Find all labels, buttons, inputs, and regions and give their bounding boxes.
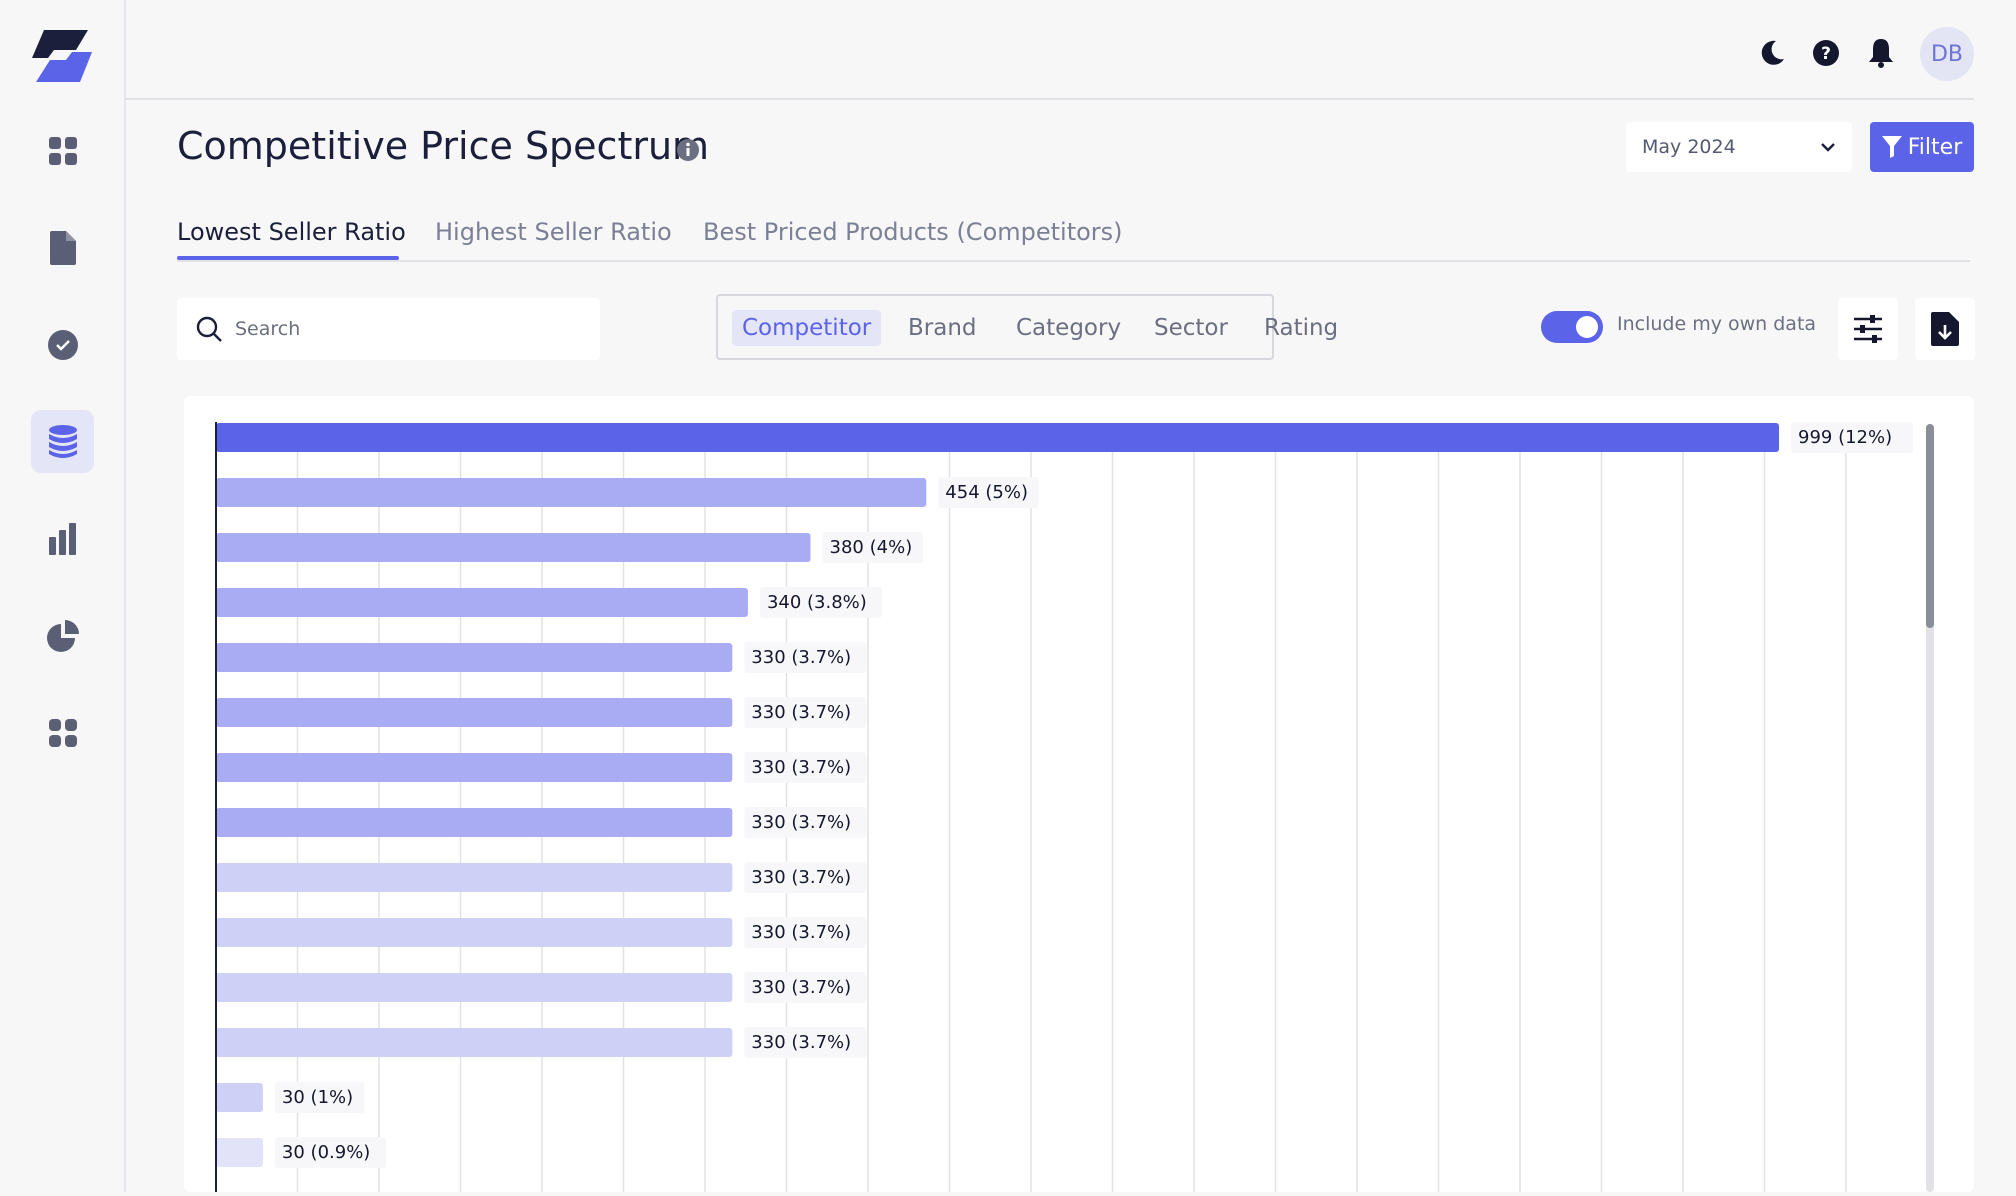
sidebar-item-dashboard[interactable] [31, 119, 94, 182]
search-box[interactable] [177, 298, 600, 360]
sidebar-item-reports[interactable] [31, 604, 94, 667]
export-button[interactable] [1915, 298, 1975, 360]
chart-bar[interactable] [216, 698, 733, 727]
data-label-background [744, 972, 867, 1003]
data-label: 330 (3.7%) [751, 922, 851, 943]
tab-highest-seller-ratio[interactable]: Highest Seller Ratio [435, 218, 672, 246]
active-tab-indicator [177, 256, 399, 260]
data-label-background [744, 1027, 867, 1058]
chart-bar[interactable] [216, 863, 733, 892]
segment-brand[interactable]: Brand [908, 315, 977, 341]
data-label: 340 (3.8%) [767, 592, 867, 613]
tab-best-priced-products[interactable]: Best Priced Products (Competitors) [703, 218, 1123, 246]
data-label: 380 (4%) [830, 537, 913, 558]
data-label-background [744, 642, 867, 673]
chart-scroll-thumb[interactable] [1926, 424, 1934, 628]
include-own-data-toggle[interactable] [1541, 311, 1603, 343]
data-label-background [822, 532, 923, 563]
data-label-background [1791, 422, 1913, 453]
grid-icon [48, 136, 77, 165]
filter-button-label: Filter [1907, 134, 1963, 160]
search-input[interactable] [233, 317, 577, 341]
data-label: 330 (3.7%) [751, 1032, 851, 1053]
bar-chart-icon [48, 522, 76, 555]
data-label: 454 (5%) [945, 482, 1028, 503]
sidebar-item-tasks[interactable] [31, 313, 94, 376]
data-label: 30 (0.9%) [282, 1142, 370, 1163]
chart-bar[interactable] [216, 1083, 263, 1112]
sidebar [0, 0, 126, 1192]
sliders-icon [1854, 315, 1882, 343]
bell-icon[interactable] [1864, 36, 1898, 70]
chart-bar[interactable] [216, 973, 733, 1002]
group-by-selector: Competitor Brand Category Sector Rating [716, 294, 1338, 360]
chevron-down-icon [1821, 143, 1835, 152]
chart-bar[interactable] [216, 533, 811, 562]
filter-button[interactable]: Filter [1870, 122, 1974, 172]
info-icon[interactable] [676, 138, 700, 166]
tab-bar: Lowest Seller Ratio Highest Seller Ratio… [177, 210, 1970, 262]
filter-icon [1881, 136, 1902, 158]
month-select[interactable]: May 2024 [1626, 122, 1852, 172]
segment-sector[interactable]: Sector [1154, 315, 1228, 341]
chart-bar[interactable] [216, 1138, 263, 1167]
tab-lowest-seller-ratio[interactable]: Lowest Seller Ratio [177, 218, 406, 246]
check-circle-icon [47, 329, 78, 360]
chart-card: 999 (12%) 454 (5%) 380 (4%) 340 (3.8%) 330 (… [184, 396, 1974, 1192]
segment-category[interactable]: Category [1016, 315, 1122, 341]
toggle-knob [1576, 316, 1598, 338]
data-label: 999 (12%) [1798, 427, 1892, 448]
data-label: 30 (1%) [282, 1087, 353, 1108]
chart-bar[interactable] [216, 918, 733, 947]
data-label-background [744, 697, 867, 728]
search-icon [196, 316, 222, 342]
data-label: 330 (3.7%) [751, 867, 851, 888]
sidebar-item-analytics[interactable] [31, 507, 94, 570]
pie-chart-icon [46, 619, 79, 652]
chart-bar[interactable] [216, 478, 927, 507]
chart-bar[interactable] [216, 588, 748, 617]
data-label-background [744, 752, 867, 783]
chart-bar[interactable] [216, 753, 733, 782]
include-own-data-label: Include my own data [1617, 313, 1817, 335]
data-label: 330 (3.7%) [751, 977, 851, 998]
sidebar-item-apps[interactable] [31, 701, 94, 764]
chart-scrollbar[interactable] [1926, 424, 1934, 1192]
data-label-background [274, 1082, 365, 1113]
data-label: 330 (3.7%) [751, 757, 851, 778]
data-label: 330 (3.7%) [751, 647, 851, 668]
data-label-background [274, 1137, 387, 1168]
data-label-background [744, 917, 867, 948]
moon-icon[interactable] [1755, 36, 1789, 70]
user-avatar[interactable]: DB [1920, 27, 1974, 81]
data-label: 330 (3.7%) [751, 702, 851, 723]
apps-icon [48, 718, 77, 747]
file-download-icon [1931, 312, 1959, 346]
chart-bar[interactable] [216, 1028, 733, 1057]
app-logo[interactable] [30, 28, 94, 84]
segment-competitor[interactable]: Competitor [732, 310, 882, 346]
segment-rating[interactable]: Rating [1264, 315, 1339, 341]
bar-chart: 999 (12%) 454 (5%) 380 (4%) 340 (3.8%) 330 (… [215, 422, 1913, 1192]
month-select-value: May 2024 [1642, 136, 1736, 158]
chart-bar[interactable] [216, 643, 733, 672]
sidebar-item-database[interactable] [31, 410, 94, 473]
data-label-background [744, 807, 867, 838]
chart-bar[interactable] [216, 423, 1779, 452]
document-icon [49, 230, 76, 265]
topbar-divider [124, 98, 1974, 100]
sidebar-item-documents[interactable] [31, 216, 94, 279]
help-icon[interactable]: ? [1809, 36, 1843, 70]
data-label-background [744, 862, 867, 893]
svg-text:?: ? [1821, 44, 1831, 64]
data-label: 330 (3.7%) [751, 812, 851, 833]
avatar-initials: DB [1930, 41, 1964, 67]
chart-bar[interactable] [216, 808, 733, 837]
data-label-background [938, 477, 1039, 508]
adjust-settings-button[interactable] [1838, 298, 1898, 360]
page-title: Competitive Price Spectrum [177, 124, 710, 168]
data-label-background [759, 587, 882, 618]
database-icon [48, 424, 77, 458]
